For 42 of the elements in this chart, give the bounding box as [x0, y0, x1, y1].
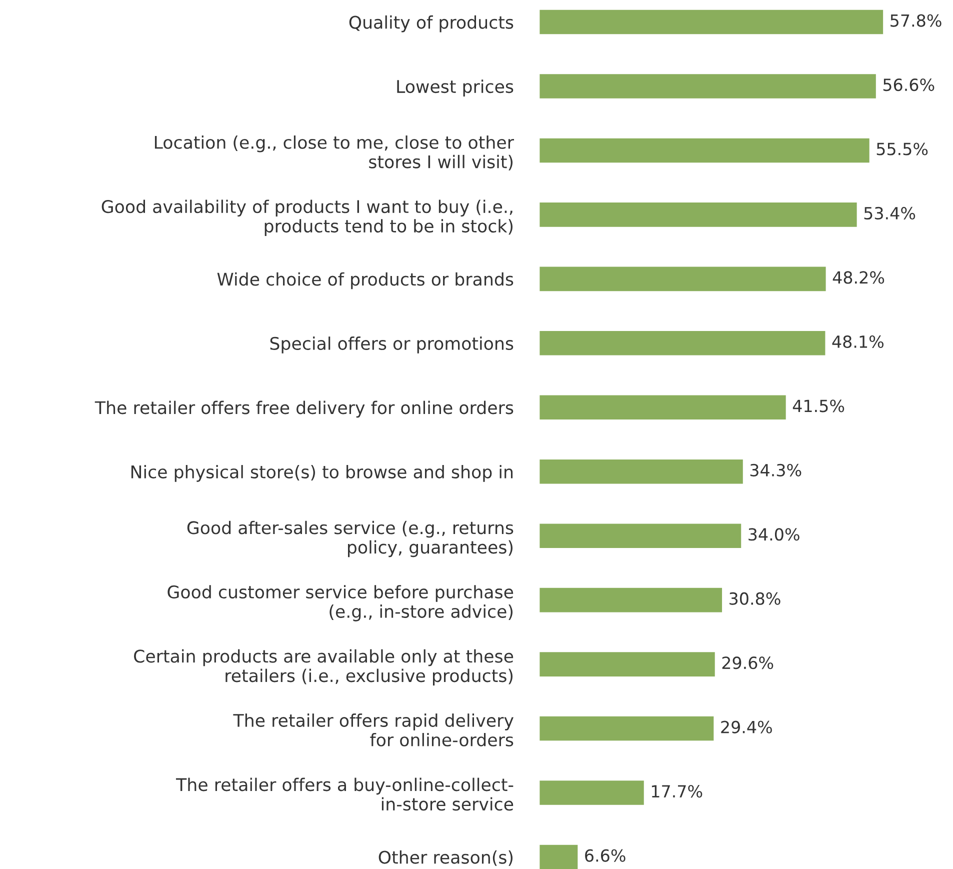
bar	[539, 779, 646, 806]
y-tick-label: The retailer offers a buy-online-collect- in-store service	[176, 778, 514, 811]
bar	[539, 522, 742, 550]
bar	[539, 136, 871, 164]
data-label: 48.2%	[832, 271, 884, 284]
data-label: 57.8%	[890, 14, 942, 27]
data-label: 34.0%	[748, 528, 800, 541]
y-tick-label: Special offers or promotions	[270, 336, 514, 354]
data-label: 41.5%	[792, 400, 844, 412]
bar	[539, 330, 827, 357]
data-label: 6.6%	[585, 849, 626, 862]
y-tick-label: Lowest prices	[397, 80, 514, 96]
y-tick-label: The retailer offers rapid delivery for online-orders	[233, 714, 514, 746]
y-tick-label: Other reason(s)	[378, 850, 513, 866]
bar	[539, 72, 878, 100]
y-tick-label: The retailer offers free delivery for online orders	[94, 400, 514, 418]
bar	[539, 650, 716, 678]
bar	[539, 586, 724, 614]
data-label: 56.6%	[883, 78, 934, 92]
bar	[539, 458, 744, 486]
y-tick-label: Wide choice of products or brands	[217, 272, 514, 290]
bar	[539, 843, 580, 869]
data-label: 29.6%	[722, 656, 774, 670]
y-tick-label: Certain products are available only at these retailers (i.e., exclusive products)	[134, 649, 514, 686]
data-label: 30.8%	[730, 592, 780, 605]
data-label: 53.4%	[864, 206, 916, 220]
bar	[539, 714, 716, 742]
y-tick-label: Good after-sales service (e.g., returns policy, guarantees)	[187, 520, 514, 558]
y-tick-label: Good customer service before purchase (e.g., in-store advice)	[168, 585, 514, 622]
bar	[539, 394, 788, 421]
data-label: 48.1%	[832, 335, 884, 348]
bar	[539, 265, 828, 292]
data-label: 55.5%	[876, 142, 928, 156]
y-tick-label: Nice physical store(s) to browse and shop in	[131, 465, 513, 482]
bar	[539, 8, 884, 36]
data-label: 17.7%	[652, 784, 702, 798]
data-label: 29.4%	[721, 720, 772, 734]
y-tick-label: Good availability of products I want to buy (i.e., products tend to be in stock)	[102, 200, 513, 236]
y-tick-label: Location (e.g., close to me, close to other stores I will visit)	[154, 135, 514, 170]
bar	[539, 201, 858, 228]
y-tick-label: Quality of products	[349, 15, 514, 32]
data-label: 34.3%	[750, 464, 802, 476]
